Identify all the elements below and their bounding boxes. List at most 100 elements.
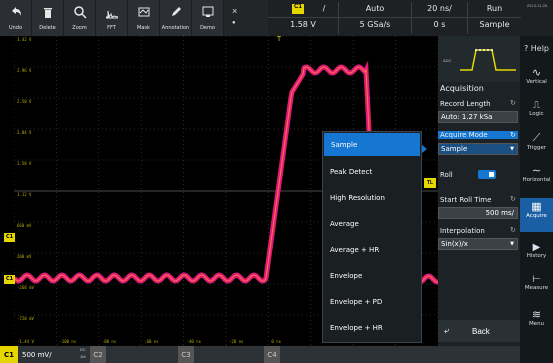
channel-c4-tab[interactable]: C4 bbox=[264, 346, 280, 363]
start-roll-time-label: Start Roll Time bbox=[440, 196, 492, 204]
measure-button[interactable]: ⊢ Measure bbox=[520, 274, 553, 291]
waveform-preview-icon bbox=[460, 49, 516, 71]
vertical-icon: ∿ bbox=[531, 67, 542, 79]
record-length-label: Record Length bbox=[440, 100, 491, 108]
menu-icon: ≋ bbox=[531, 309, 542, 321]
horizontal-button[interactable]: ∼ Horizontal bbox=[520, 164, 553, 183]
annotation-button[interactable]: Annotation bbox=[160, 0, 192, 36]
trigger-position-marker[interactable]: T bbox=[276, 36, 282, 43]
annotation-label: Annotation bbox=[161, 25, 190, 31]
vertical-button[interactable]: ∿ Vertical bbox=[520, 66, 553, 85]
fft-icon bbox=[103, 4, 121, 20]
help-button[interactable]: ? Help bbox=[520, 44, 553, 53]
x-axis-label: -20 ns bbox=[229, 339, 244, 344]
x-axis-label: -60 ns bbox=[144, 339, 159, 344]
demo-button[interactable]: Demo bbox=[192, 0, 224, 36]
start-roll-time-field[interactable]: 500 ms/ bbox=[438, 207, 518, 219]
option-envelope-hr[interactable]: Envelope + HR bbox=[330, 324, 383, 332]
time-offset[interactable]: 0 s bbox=[433, 20, 446, 29]
measure-label: Measure bbox=[524, 285, 549, 291]
acquire-icon: ▦ bbox=[531, 201, 542, 213]
divider bbox=[268, 17, 521, 18]
acquire-mode-select[interactable]: Sample ▼ bbox=[438, 143, 518, 155]
roll-label: Roll bbox=[440, 171, 453, 179]
channel-c3-tab[interactable]: C3 bbox=[178, 346, 194, 363]
toolbar-spacer: × ● bbox=[224, 0, 268, 36]
option-average-hr[interactable]: Average + HR bbox=[330, 246, 380, 254]
menu-button[interactable]: ≋ Menu bbox=[520, 308, 553, 327]
interpolation-select[interactable]: Sin(x)/x ▼ bbox=[438, 238, 518, 250]
acquire-mode-label: Acquire Mode bbox=[438, 131, 518, 139]
adc-preview: ADC bbox=[438, 36, 520, 82]
acquire-label: Acquire bbox=[526, 213, 547, 219]
reset-icon[interactable]: ↻ bbox=[510, 100, 516, 107]
option-high-resolution[interactable]: High Resolution bbox=[330, 194, 385, 202]
sample-rate: 5 GSa/s bbox=[359, 20, 391, 29]
y-axis-label: 2.50 V bbox=[17, 99, 32, 104]
trigger-button[interactable]: ⟋ Trigger bbox=[520, 132, 553, 151]
zoom-icon bbox=[71, 4, 89, 20]
mask-button[interactable]: Mask bbox=[128, 0, 160, 36]
reset-icon[interactable]: ↻ bbox=[510, 196, 516, 203]
channel-c1-tab[interactable]: C1 bbox=[0, 346, 18, 363]
option-envelope-pd[interactable]: Envelope + PD bbox=[330, 298, 383, 306]
channel-c2-tab[interactable]: C2 bbox=[90, 346, 106, 363]
main-toolbar: Undo Delete Zoom FFT Mask Annotation D bbox=[0, 0, 268, 36]
divider bbox=[411, 2, 412, 34]
waveform-trace-core bbox=[14, 66, 438, 283]
record-length-field[interactable]: Auto: 1.27 kSa bbox=[438, 111, 518, 123]
scope-grid bbox=[14, 36, 438, 346]
demo-label: Demo bbox=[200, 25, 215, 31]
trigger-edge-icon[interactable]: / bbox=[322, 4, 326, 13]
trigger-level[interactable]: 1.58 V bbox=[290, 20, 316, 29]
mask-icon bbox=[135, 4, 153, 20]
channel-marker-c1-level[interactable]: C1 bbox=[4, 233, 16, 242]
timebase[interactable]: 20 ns/ bbox=[427, 4, 452, 13]
acquire-button[interactable]: ▦ Acquire bbox=[520, 198, 553, 232]
zoom-button[interactable]: Zoom bbox=[64, 0, 96, 36]
fft-button[interactable]: FFT bbox=[96, 0, 128, 36]
y-axis-label: 1.12 V bbox=[17, 192, 32, 197]
y-axis-label: -260 mV bbox=[17, 285, 34, 290]
delete-button[interactable]: Delete bbox=[32, 0, 64, 36]
y-axis-label: 2.96 V bbox=[17, 68, 32, 73]
logic-label: Logic bbox=[529, 111, 544, 117]
reset-icon[interactable]: ↻ bbox=[510, 227, 516, 234]
option-average[interactable]: Average bbox=[330, 220, 359, 228]
undo-label: Undo bbox=[8, 25, 23, 31]
option-sample[interactable]: Sample bbox=[324, 133, 420, 156]
interpolation-value: Sin(x)/x bbox=[441, 240, 468, 248]
option-envelope[interactable]: Envelope bbox=[330, 272, 363, 280]
channel-c1-scale[interactable]: 500 mV/ bbox=[22, 350, 52, 359]
channel-marker-c1[interactable]: C1 bbox=[4, 275, 16, 284]
zoom-label: Zoom bbox=[72, 25, 87, 31]
status-channel[interactable]: C1 bbox=[292, 4, 304, 14]
impedance-label: 1M bbox=[80, 354, 86, 359]
horizontal-icon: ∼ bbox=[531, 165, 542, 177]
option-peak-detect[interactable]: Peak Detect bbox=[330, 168, 373, 176]
acquisition-mode[interactable]: Auto bbox=[365, 4, 385, 13]
close-icon[interactable]: × bbox=[232, 6, 238, 16]
divider bbox=[338, 2, 339, 34]
menu-label: Menu bbox=[528, 321, 545, 327]
right-sidebar: ? Help ∿ Vertical ⎍ Logic ⟋ Trigger ∼ Ho… bbox=[520, 36, 553, 363]
trigger-label: Trigger bbox=[527, 145, 546, 151]
measure-icon: ⊢ bbox=[532, 274, 541, 285]
panel-title: Acquisition bbox=[440, 84, 484, 93]
reset-icon[interactable]: ↻ bbox=[510, 132, 516, 139]
back-button[interactable]: ⤶ Back bbox=[438, 320, 520, 342]
status-bar: C1 / 1.58 V Auto 5 GSa/s 20 ns/ 0 s Run … bbox=[268, 0, 521, 36]
logic-button[interactable]: ⎍ Logic bbox=[520, 100, 553, 117]
trigger-level-marker[interactable]: TL bbox=[424, 178, 436, 188]
undo-button[interactable]: Undo bbox=[0, 0, 32, 36]
date-display: 2013-11-26 bbox=[521, 0, 553, 36]
acquisition-panel: ADC Acquisition Record Length ↻ Auto: 1.… bbox=[438, 36, 520, 346]
toggle-knob bbox=[489, 172, 494, 177]
channel-bar: C1 500 mV/ DC 1M C2 C3 C4 bbox=[0, 346, 520, 363]
dot-icon: ● bbox=[232, 20, 236, 26]
back-label: Back bbox=[472, 327, 490, 336]
roll-toggle[interactable] bbox=[478, 170, 496, 179]
history-button[interactable]: ▶ History bbox=[520, 242, 553, 259]
chevron-down-icon: ▼ bbox=[510, 146, 514, 152]
run-state[interactable]: Run bbox=[486, 4, 503, 13]
